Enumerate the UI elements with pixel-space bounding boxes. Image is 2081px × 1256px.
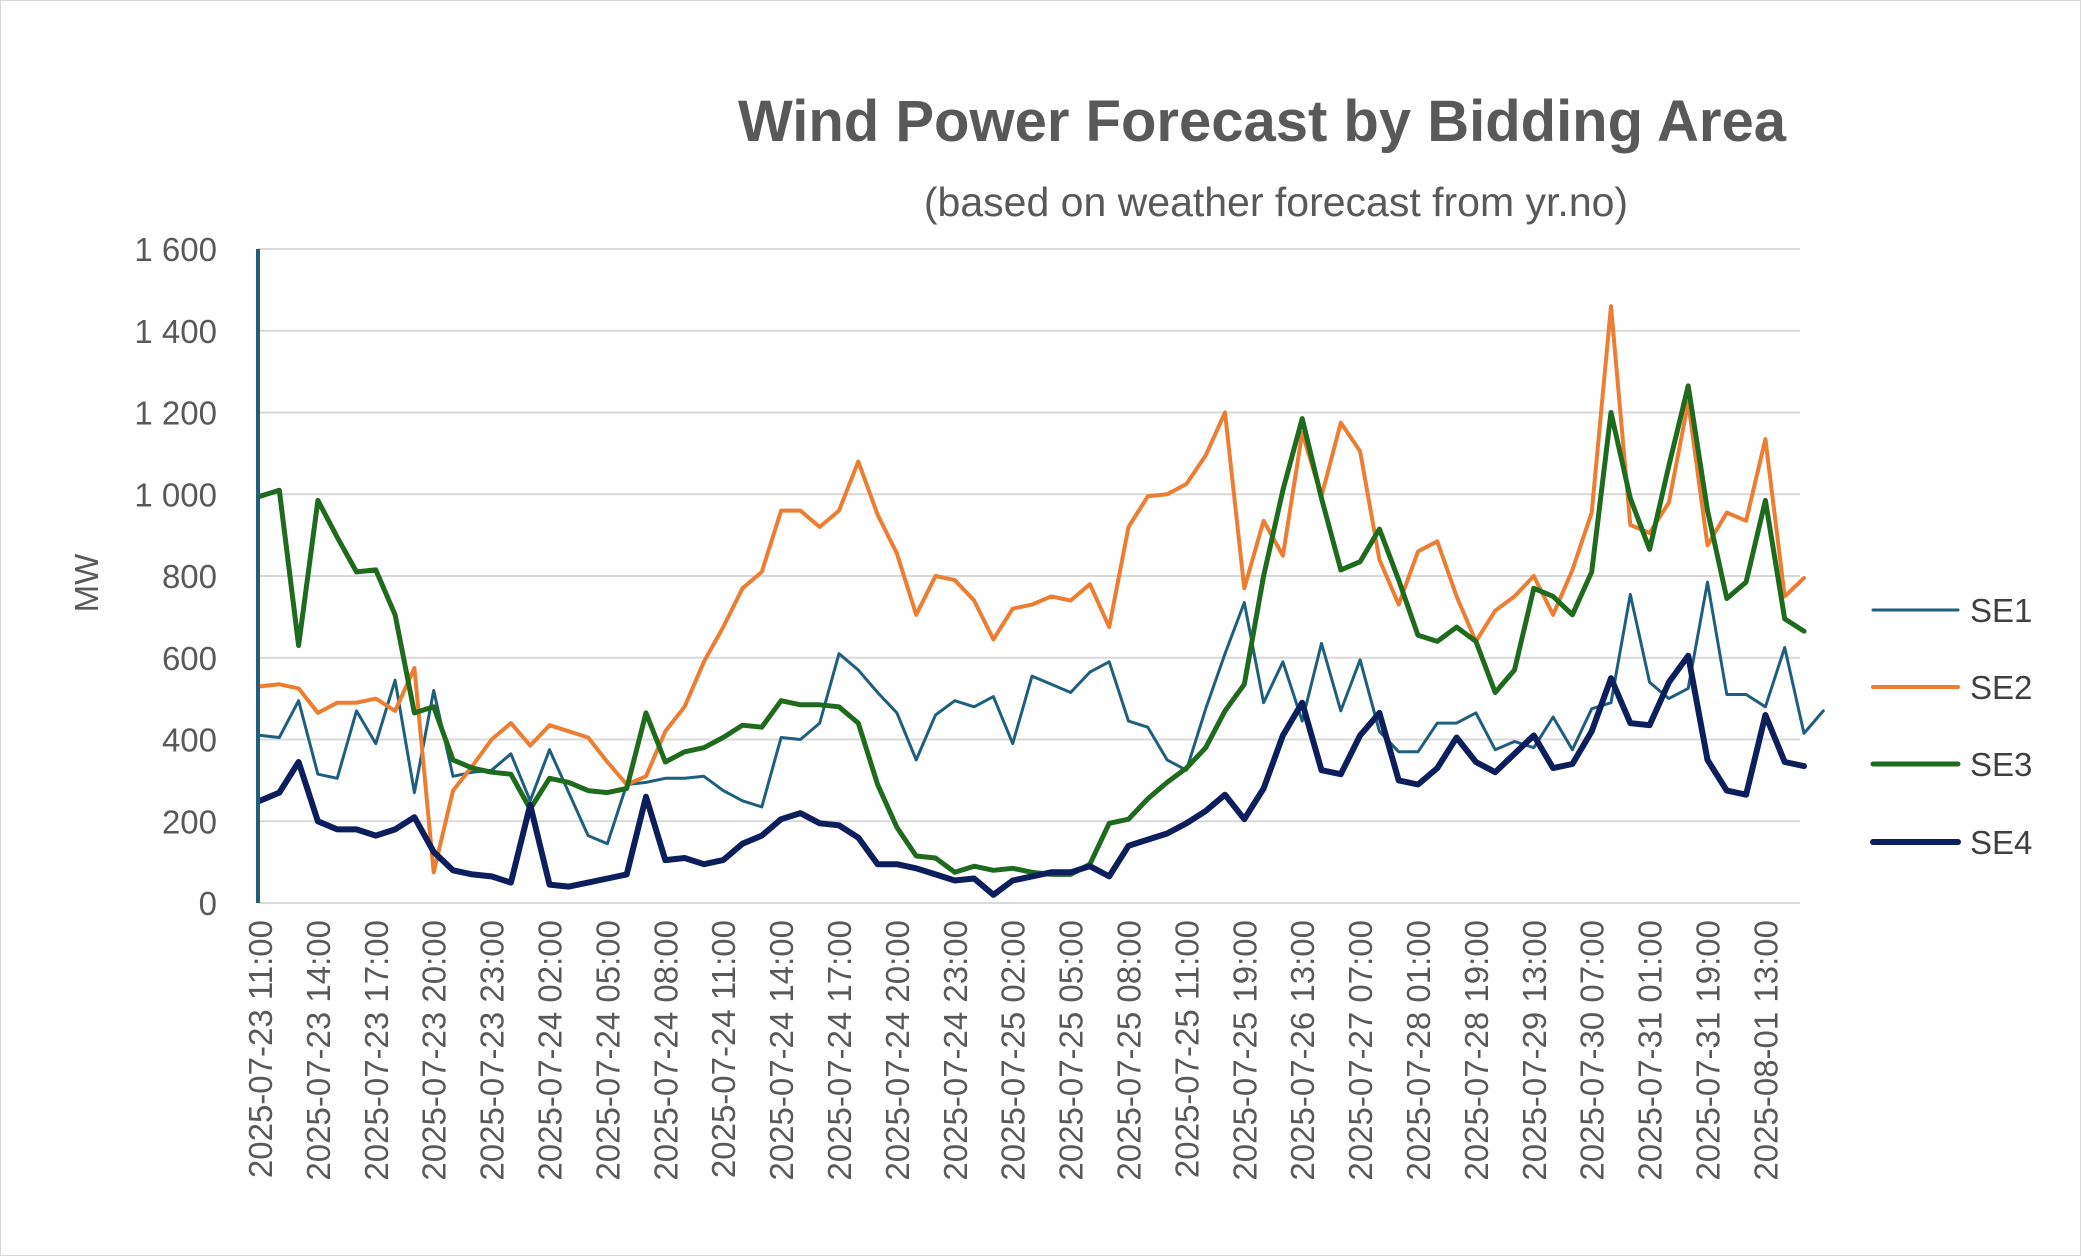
x-tick-label: 2025-07-26 13:00	[1284, 920, 1321, 1181]
x-tick-label: 2025-07-25 08:00	[1111, 920, 1148, 1181]
x-tick-label: 2025-07-23 14:00	[300, 920, 337, 1181]
series-line-se2	[258, 304, 1806, 875]
x-tick-label: 2025-07-31 01:00	[1632, 920, 1669, 1181]
x-tick-label: 2025-07-27 07:00	[1342, 920, 1379, 1181]
x-tick-label: 2025-07-24 08:00	[647, 920, 684, 1181]
y-tick-label: 1 400	[134, 313, 217, 350]
axes	[256, 249, 1800, 904]
x-tick-label: 2025-07-29 13:00	[1516, 920, 1553, 1181]
x-tick-label: 2025-07-23 11:00	[242, 920, 279, 1178]
legend-label-se4: SE4	[1970, 824, 2032, 861]
x-tick-label: 2025-07-24 17:00	[821, 920, 858, 1181]
y-axis-label: MW	[68, 553, 105, 612]
x-tick-label: 2025-07-28 19:00	[1458, 920, 1495, 1181]
x-tick-label: 2025-07-31 19:00	[1690, 920, 1727, 1181]
x-tick-label: 2025-07-24 11:00	[705, 920, 742, 1178]
x-tick-label: 2025-07-23 17:00	[358, 920, 395, 1181]
x-tick-label: 2025-07-23 23:00	[474, 920, 511, 1181]
x-tick-label: 2025-07-24 05:00	[589, 920, 626, 1181]
chart-title: Wind Power Forecast by Bidding Area	[738, 89, 1787, 154]
gridlines	[258, 248, 1800, 823]
x-tick-label: 2025-07-25 11:00	[1168, 920, 1205, 1178]
legend-label-se2: SE2	[1970, 669, 2032, 706]
y-tick-label: 800	[162, 558, 217, 595]
x-tick-label: 2025-07-25 02:00	[995, 920, 1032, 1181]
x-tick-label: 2025-07-25 19:00	[1226, 920, 1263, 1181]
y-tick-label: 1 000	[134, 476, 217, 513]
x-tick-label: 2025-07-25 05:00	[1053, 920, 1090, 1181]
series-line-se4	[257, 652, 1807, 898]
x-tick-label: 2025-07-24 23:00	[937, 920, 974, 1181]
x-tick-label: 2025-08-01 13:00	[1747, 920, 1784, 1181]
y-tick-label: 1 600	[134, 231, 217, 268]
chart-subtitle: (based on weather forecast from yr.no)	[924, 179, 1628, 225]
legend-label-se3: SE3	[1970, 746, 2032, 783]
x-tick-label: 2025-07-24 20:00	[879, 920, 916, 1181]
series-line-se1	[258, 580, 1825, 846]
x-tick-label: 2025-07-23 20:00	[416, 920, 453, 1181]
y-tick-label: 1 200	[134, 395, 217, 432]
y-tick-label: 200	[162, 803, 217, 840]
legend-label-se1: SE1	[1970, 592, 2032, 629]
series-line-se3	[257, 383, 1807, 877]
y-tick-label: 400	[162, 722, 217, 759]
y-tick-labels: 0 200 400 600 800 1 000 1 200 1 400 1 600	[134, 231, 217, 922]
x-tick-label: 2025-07-24 14:00	[763, 920, 800, 1181]
x-tick-label: 2025-07-28 01:00	[1400, 920, 1437, 1181]
series-lines	[257, 304, 1825, 898]
x-tick-labels: 2025-07-23 11:00 2025-07-23 14:00 2025-07-…	[242, 920, 1784, 1181]
legend: SE1 SE2 SE3 SE4	[1870, 592, 2032, 861]
y-tick-label: 0	[199, 885, 217, 922]
y-tick-label: 600	[162, 640, 217, 677]
x-tick-label: 2025-07-30 07:00	[1574, 920, 1611, 1181]
x-tick-label: 2025-07-24 02:00	[532, 920, 569, 1181]
